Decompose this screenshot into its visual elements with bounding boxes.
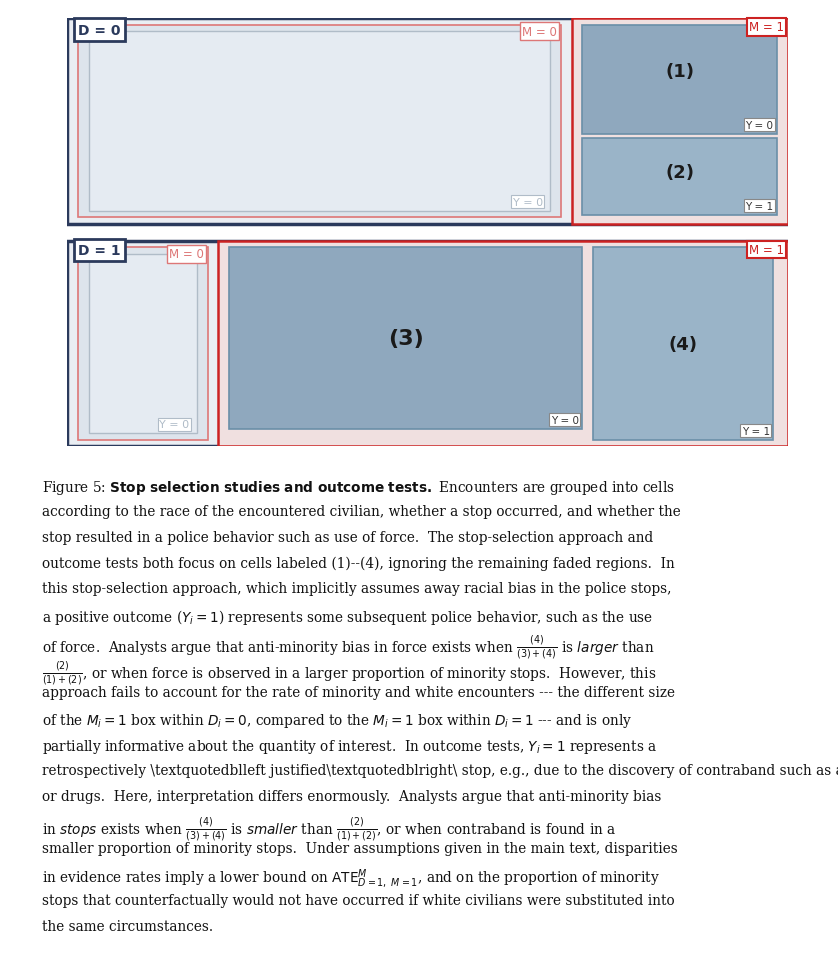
Text: Figure 5: $\mathbf{Stop\ selection\ studies\ and\ outcome\ tests.}$ Encounters a: Figure 5: $\mathbf{Stop\ selection\ stud… — [42, 479, 675, 496]
Text: $\frac{(2)}{(1)+(2)}$, or when force is observed in a larger proportion of minor: $\frac{(2)}{(1)+(2)}$, or when force is … — [42, 659, 656, 687]
Text: of force.  Analysts argue that anti-minority bias in force exists when $\frac{(4: of force. Analysts argue that anti-minor… — [42, 634, 654, 661]
Text: M = 0: M = 0 — [522, 26, 557, 38]
Bar — [219, 241, 788, 447]
Text: Y = 0: Y = 0 — [551, 415, 579, 426]
Text: in evidence rates imply a lower bound on $\mathrm{ATE}^{M}_{D=1,\ M=1}$, and on : in evidence rates imply a lower bound on… — [42, 867, 660, 891]
Bar — [582, 139, 777, 216]
Bar — [67, 19, 788, 225]
Bar — [593, 248, 773, 440]
Bar — [572, 19, 788, 225]
Text: outcome tests both focus on cells labeled (1)--(4), ignoring the remaining faded: outcome tests both focus on cells labele… — [42, 555, 675, 570]
Bar — [230, 248, 582, 430]
Text: (1): (1) — [665, 62, 694, 81]
Bar — [89, 32, 550, 211]
Text: Y = 1: Y = 1 — [742, 426, 769, 436]
Text: Y = 0: Y = 0 — [745, 120, 773, 131]
Bar — [582, 139, 777, 216]
Text: stop resulted in a police behavior such as use of force.  The stop-selection app: stop resulted in a police behavior such … — [42, 530, 653, 544]
Text: Y = 0: Y = 0 — [159, 420, 189, 430]
Text: in $\mathit{stops}$ exists when $\frac{(4)}{(3)+(4)}$ is $\mathit{smaller}$ than: in $\mathit{stops}$ exists when $\frac{(… — [42, 815, 616, 843]
Text: of the $M_i = 1$ box within $D_i = 0$, compared to the $M_i = 1$ box within $D_i: of the $M_i = 1$ box within $D_i = 0$, c… — [42, 711, 632, 729]
Text: the same circumstances.: the same circumstances. — [42, 919, 213, 933]
Text: stops that counterfactually would not have occurred if white civilians were subs: stops that counterfactually would not ha… — [42, 894, 675, 907]
Text: a positive outcome ($Y_i = 1$) represents some subsequent police behavior, such : a positive outcome ($Y_i = 1$) represent… — [42, 608, 653, 627]
Text: or drugs.  Here, interpretation differs enormously.  Analysts argue that anti-mi: or drugs. Here, interpretation differs e… — [42, 790, 661, 803]
Text: D = 1: D = 1 — [78, 244, 121, 258]
Bar — [593, 248, 773, 440]
Bar — [78, 248, 208, 440]
Bar — [67, 241, 788, 447]
Text: smaller proportion of minority stops.  Under assumptions given in the main text,: smaller proportion of minority stops. Un… — [42, 842, 678, 855]
Text: (3): (3) — [388, 329, 424, 349]
Text: Y = 0: Y = 0 — [513, 197, 543, 208]
Text: this stop-selection approach, which implicitly assumes away racial bias in the p: this stop-selection approach, which impl… — [42, 582, 671, 596]
Text: approach fails to account for the rate of minority and white encounters --- the : approach fails to account for the rate o… — [42, 686, 675, 700]
Text: D = 0: D = 0 — [78, 23, 121, 37]
Bar — [89, 255, 197, 434]
Text: (2): (2) — [665, 164, 694, 183]
Bar — [582, 26, 777, 135]
Bar — [78, 26, 561, 218]
Text: M = 1: M = 1 — [749, 244, 784, 257]
Text: M = 1: M = 1 — [749, 21, 784, 35]
Bar — [219, 241, 788, 447]
Text: retrospectively \textquotedblleft justified\textquotedblright\ stop, e.g., due t: retrospectively \textquotedblleft justif… — [42, 763, 838, 777]
Text: (4): (4) — [669, 335, 698, 354]
Bar — [572, 19, 788, 225]
Text: partially informative about the quantity of interest.  In outcome tests, $Y_i = : partially informative about the quantity… — [42, 738, 657, 755]
Text: Y = 1: Y = 1 — [745, 202, 773, 211]
Text: according to the race of the encountered civilian, whether a stop occurred, and : according to the race of the encountered… — [42, 505, 680, 518]
Text: M = 0: M = 0 — [169, 248, 204, 261]
